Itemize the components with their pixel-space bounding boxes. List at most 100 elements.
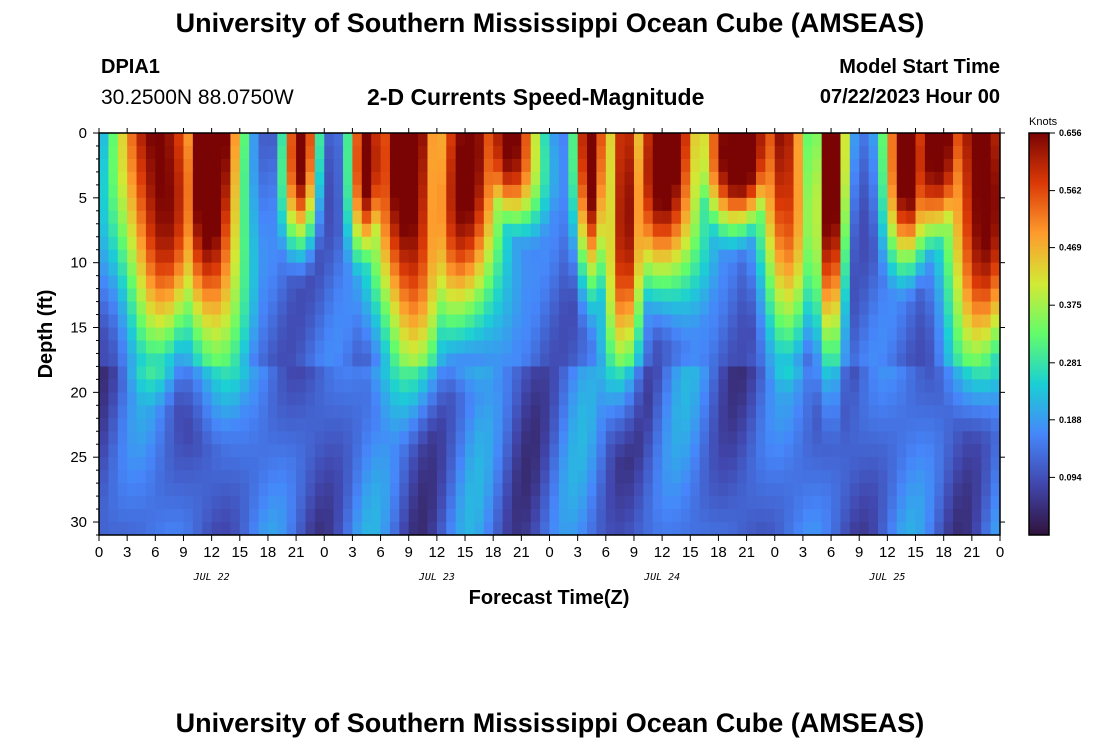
heatmap-cell bbox=[821, 314, 832, 329]
heatmap-cell bbox=[455, 288, 466, 303]
heatmap-cell bbox=[962, 301, 973, 316]
heatmap-cell bbox=[483, 184, 494, 199]
heatmap-cell bbox=[99, 366, 109, 380]
heatmap-cell bbox=[314, 223, 325, 238]
heatmap-cell bbox=[183, 184, 194, 199]
heatmap-cell bbox=[380, 470, 391, 484]
heatmap-cell bbox=[361, 301, 372, 316]
x-tick-label: 0 bbox=[545, 544, 553, 561]
heatmap-cell bbox=[371, 457, 382, 471]
heatmap-cell bbox=[709, 249, 720, 264]
heatmap-cell bbox=[624, 327, 635, 342]
heatmap-cell bbox=[343, 418, 354, 432]
heatmap-cell bbox=[990, 509, 1000, 523]
heatmap-cell bbox=[868, 288, 879, 303]
heatmap-cell bbox=[643, 210, 654, 225]
heatmap-cell bbox=[587, 483, 598, 497]
heatmap-cell bbox=[633, 210, 644, 225]
heatmap-cell bbox=[652, 275, 663, 290]
heatmap-cell bbox=[915, 405, 926, 419]
heatmap-cell bbox=[774, 171, 785, 186]
x-tick-label: 18 bbox=[260, 544, 277, 561]
heatmap-cell bbox=[877, 522, 888, 535]
heatmap-cell bbox=[802, 392, 813, 406]
heatmap-cell bbox=[436, 509, 447, 523]
heatmap-cell bbox=[352, 470, 363, 484]
heatmap-cell bbox=[662, 288, 673, 303]
heatmap-cell bbox=[887, 133, 898, 147]
heatmap-cell bbox=[277, 262, 288, 277]
heatmap-cell bbox=[558, 366, 569, 380]
heatmap-cell bbox=[765, 418, 776, 432]
heatmap-cell bbox=[343, 405, 354, 419]
heatmap-cell bbox=[174, 314, 185, 329]
heatmap-cell bbox=[258, 509, 269, 523]
heatmap-cell bbox=[624, 431, 635, 445]
heatmap-cell bbox=[615, 236, 626, 251]
heatmap-cell bbox=[343, 470, 354, 484]
heatmap-cell bbox=[934, 314, 945, 329]
heatmap-cell bbox=[446, 314, 457, 329]
heatmap-cell bbox=[568, 366, 579, 380]
heatmap-cell bbox=[765, 184, 776, 199]
heatmap-cell bbox=[624, 171, 635, 186]
heatmap-cell bbox=[136, 431, 147, 445]
heatmap-cell bbox=[680, 275, 691, 290]
heatmap-cell bbox=[868, 496, 879, 510]
heatmap-cell bbox=[493, 392, 504, 406]
heatmap-cell bbox=[671, 327, 682, 342]
heatmap-cell bbox=[333, 366, 344, 380]
heatmap-cell bbox=[380, 197, 391, 212]
heatmap-cell bbox=[333, 275, 344, 290]
heatmap-cell bbox=[99, 379, 109, 393]
heatmap-cell bbox=[127, 392, 138, 406]
heatmap-cell bbox=[671, 509, 682, 523]
heatmap-cell bbox=[558, 262, 569, 277]
heatmap-cell bbox=[343, 249, 354, 264]
heatmap-cell bbox=[465, 379, 476, 393]
heatmap-cell bbox=[446, 457, 457, 471]
heatmap-cell bbox=[408, 392, 419, 406]
heatmap-cell bbox=[371, 158, 382, 173]
heatmap-cell bbox=[577, 470, 588, 484]
heatmap-cell bbox=[305, 379, 316, 393]
heatmap-cell bbox=[971, 353, 982, 368]
heatmap-cell bbox=[746, 457, 757, 471]
heatmap-cell bbox=[718, 262, 729, 277]
heatmap-cell bbox=[267, 522, 278, 535]
heatmap-cell bbox=[774, 327, 785, 342]
station-id: DPIA1 bbox=[101, 56, 160, 78]
heatmap-cell bbox=[896, 457, 907, 471]
heatmap-cell bbox=[906, 418, 917, 432]
heatmap-cell bbox=[136, 327, 147, 342]
heatmap-cell bbox=[877, 353, 888, 368]
heatmap-cell bbox=[568, 275, 579, 290]
heatmap-cell bbox=[258, 236, 269, 251]
heatmap-cell bbox=[943, 262, 954, 277]
heatmap-cell bbox=[258, 145, 269, 160]
heatmap-cell bbox=[906, 249, 917, 264]
heatmap-cell bbox=[174, 418, 185, 432]
heatmap-cell bbox=[774, 379, 785, 393]
heatmap-cell bbox=[840, 405, 851, 419]
heatmap-cell bbox=[577, 418, 588, 432]
heatmap-cell bbox=[699, 340, 710, 355]
heatmap-cell bbox=[699, 327, 710, 342]
heatmap-cell bbox=[558, 457, 569, 471]
heatmap-cell bbox=[971, 236, 982, 251]
heatmap-cell bbox=[652, 522, 663, 535]
heatmap-cell bbox=[296, 340, 307, 355]
heatmap-cell bbox=[427, 470, 438, 484]
heatmap-cell bbox=[399, 457, 410, 471]
heatmap-cell bbox=[755, 171, 766, 186]
heatmap-cell bbox=[746, 171, 757, 186]
heatmap-cell bbox=[352, 262, 363, 277]
heatmap-cell bbox=[117, 249, 128, 264]
heatmap-cell bbox=[296, 236, 307, 251]
heatmap-cell bbox=[755, 262, 766, 277]
heatmap-cell bbox=[446, 197, 457, 212]
heatmap-cell bbox=[896, 392, 907, 406]
heatmap-cell bbox=[455, 405, 466, 419]
heatmap-cell bbox=[502, 236, 513, 251]
heatmap-cell bbox=[258, 366, 269, 380]
